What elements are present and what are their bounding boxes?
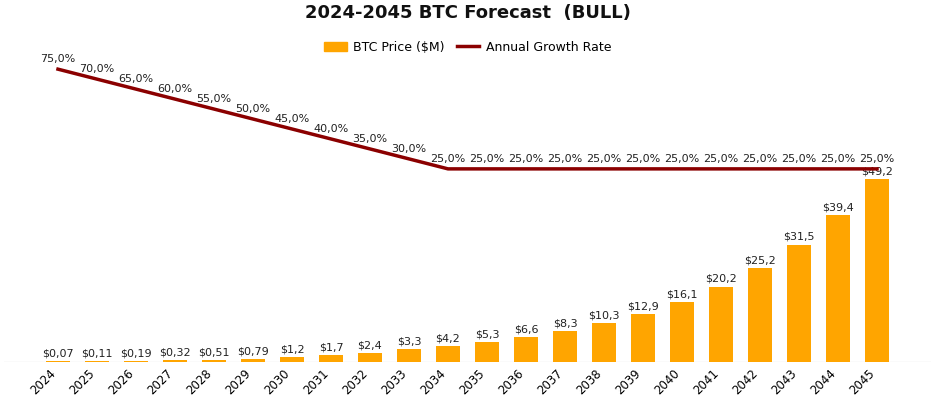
Text: 25,0%: 25,0%	[509, 154, 543, 164]
Text: 40,0%: 40,0%	[313, 124, 349, 134]
Text: 25,0%: 25,0%	[782, 154, 816, 164]
Bar	[865, 179, 888, 362]
Text: $49,2: $49,2	[861, 166, 893, 176]
Text: 25,0%: 25,0%	[742, 154, 778, 164]
Text: $12,9: $12,9	[627, 301, 659, 311]
Title: 2024-2045 BTC Forecast  (BULL): 2024-2045 BTC Forecast (BULL)	[305, 4, 630, 22]
Text: 45,0%: 45,0%	[274, 114, 309, 124]
Text: 65,0%: 65,0%	[119, 74, 153, 84]
Bar	[241, 359, 265, 362]
Text: 25,0%: 25,0%	[547, 154, 583, 164]
Text: $25,2: $25,2	[744, 255, 776, 265]
Bar	[124, 361, 148, 362]
Text: 25,0%: 25,0%	[703, 154, 739, 164]
Bar	[670, 302, 694, 362]
Text: $39,4: $39,4	[822, 203, 854, 213]
Text: $20,2: $20,2	[705, 274, 737, 284]
Text: $6,6: $6,6	[513, 324, 539, 334]
Bar	[554, 331, 577, 362]
Text: $1,7: $1,7	[319, 343, 343, 352]
Text: $0,19: $0,19	[121, 348, 151, 358]
Text: $0,51: $0,51	[198, 347, 230, 357]
Bar	[748, 268, 771, 362]
Bar	[710, 287, 733, 362]
Text: $31,5: $31,5	[784, 232, 814, 242]
Bar	[631, 314, 654, 362]
Text: $0,79: $0,79	[237, 346, 269, 356]
Text: 25,0%: 25,0%	[859, 154, 895, 164]
Text: 55,0%: 55,0%	[196, 94, 232, 104]
Text: $5,3: $5,3	[475, 329, 499, 339]
Text: 35,0%: 35,0%	[352, 134, 388, 144]
Bar	[358, 353, 381, 362]
Text: $3,3: $3,3	[396, 337, 422, 347]
Bar	[787, 245, 811, 362]
Text: 25,0%: 25,0%	[665, 154, 699, 164]
Bar	[827, 215, 850, 362]
Bar	[437, 346, 460, 362]
Bar	[397, 349, 421, 362]
Bar	[202, 360, 225, 362]
Bar	[164, 360, 187, 362]
Text: $16,1: $16,1	[667, 289, 698, 299]
Text: $8,3: $8,3	[553, 318, 577, 328]
Text: 60,0%: 60,0%	[157, 84, 193, 94]
Bar	[475, 342, 498, 362]
Bar	[85, 361, 108, 362]
Bar	[280, 357, 304, 362]
Text: $4,2: $4,2	[436, 333, 460, 343]
Bar	[592, 323, 616, 362]
Text: $0,07: $0,07	[42, 349, 74, 359]
Text: 25,0%: 25,0%	[626, 154, 661, 164]
Legend: BTC Price ($M), Annual Growth Rate: BTC Price ($M), Annual Growth Rate	[319, 36, 616, 59]
Text: 50,0%: 50,0%	[236, 104, 270, 114]
Text: $10,3: $10,3	[588, 311, 620, 321]
Text: 25,0%: 25,0%	[586, 154, 622, 164]
Text: 25,0%: 25,0%	[469, 154, 505, 164]
Text: 30,0%: 30,0%	[392, 144, 426, 154]
Bar	[514, 337, 538, 362]
Text: $2,4: $2,4	[357, 340, 382, 350]
Text: $0,32: $0,32	[159, 348, 191, 358]
Text: 70,0%: 70,0%	[79, 64, 115, 74]
Text: 25,0%: 25,0%	[430, 154, 466, 164]
Text: 75,0%: 75,0%	[40, 54, 76, 64]
Text: 25,0%: 25,0%	[820, 154, 856, 164]
Bar	[319, 355, 343, 362]
Text: $1,2: $1,2	[280, 344, 304, 354]
Text: $0,11: $0,11	[81, 348, 113, 358]
